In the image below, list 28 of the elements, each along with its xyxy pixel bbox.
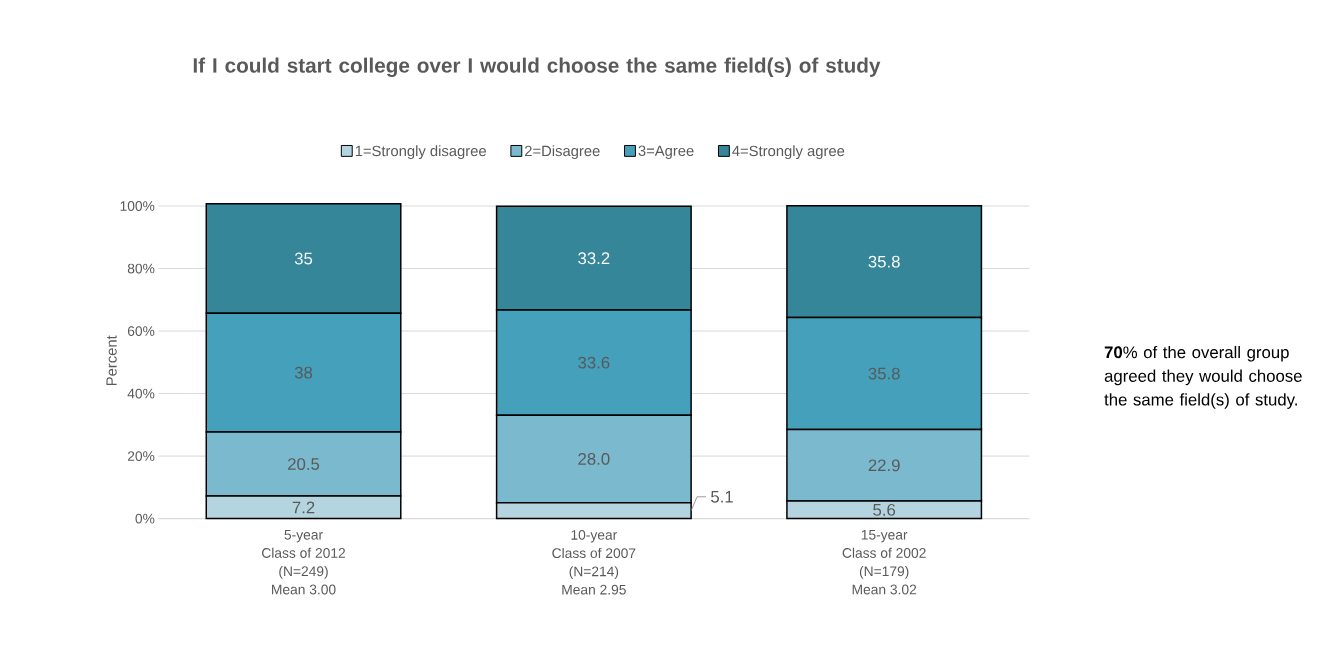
x-tick-label: 5-year Class of 2012 (N=249) Mean 3.00 (262, 529, 346, 595)
chart-title: If I could start college over I would choose the same field(s) of study (193, 57, 881, 77)
data-label: 20.5 (288, 458, 320, 470)
y-tick-label: 80% (127, 263, 155, 274)
y-axis-title: Percent (106, 335, 117, 385)
text: 70% of the overall group agreed they would choose the same field(s) of study. (1104, 345, 1302, 409)
y-tick-label: 40% (127, 388, 155, 399)
y-tick-label: 100% (120, 201, 155, 211)
data-label: 33.6 (578, 356, 610, 369)
legend-label: 2=Disagree (524, 145, 600, 160)
data-label: 35.8 (868, 255, 900, 268)
data-label: 28.0 (578, 452, 610, 465)
data-label: 35.8 (868, 367, 900, 380)
data-label: 7.2 (292, 501, 315, 514)
legend-label: 1=Strongly disagree (355, 145, 486, 160)
data-label: 5.1 (711, 490, 733, 503)
y-tick-label: 60% (127, 326, 155, 336)
y-tick-label: 0% (135, 513, 155, 524)
data-label: 38 (294, 366, 313, 379)
data-label: 22.9 (868, 459, 900, 472)
data-label: 33.2 (578, 252, 610, 265)
y-tick-label: 20% (127, 451, 155, 461)
legend-label: 3=Agree (638, 145, 694, 159)
legend-label: 4=Strongly agree (732, 145, 845, 160)
data-label: 35 (294, 252, 313, 265)
x-tick-label: 10-year Class of 2007 (N=214) Mean 2.95 (552, 529, 636, 595)
x-tick-label: 15-year Class of 2002 (N=179) Mean 3.02 (842, 529, 926, 595)
data-label: 5.6 (873, 503, 896, 516)
